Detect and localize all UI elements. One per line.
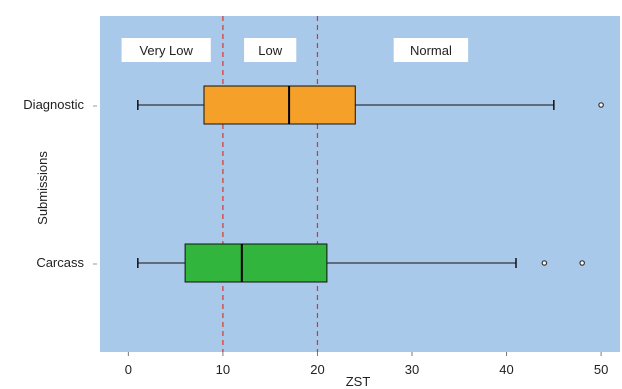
x-tick-label-0: 0 <box>125 362 132 377</box>
carcass-box <box>184 243 328 283</box>
region-label-box-1 <box>244 38 297 62</box>
x-tick-label-50: 50 <box>594 362 608 377</box>
diagnostic-box <box>203 85 356 125</box>
region-label-1: Low <box>258 43 282 58</box>
plot-area <box>100 16 620 352</box>
region-label-box-2 <box>393 38 469 62</box>
x-tick-label-40: 40 <box>499 362 513 377</box>
carcass-outlier-0 <box>541 260 548 266</box>
region-label-box-0 <box>121 38 211 62</box>
category-label-carcass: Carcass <box>36 255 84 270</box>
x-tick-label-30: 30 <box>405 362 419 377</box>
x-axis-label: ZST <box>346 374 371 389</box>
diagnostic-outlier-0 <box>598 102 604 108</box>
y-axis-label: Submissions <box>35 151 50 225</box>
region-label-0: Very Low <box>139 43 193 58</box>
x-tick-label-20: 20 <box>310 362 324 377</box>
carcass-outlier-1 <box>579 260 585 266</box>
x-tick-label-10: 10 <box>216 362 230 377</box>
category-label-diagnostic: Diagnostic <box>23 97 84 112</box>
region-label-2: Normal <box>410 43 452 58</box>
